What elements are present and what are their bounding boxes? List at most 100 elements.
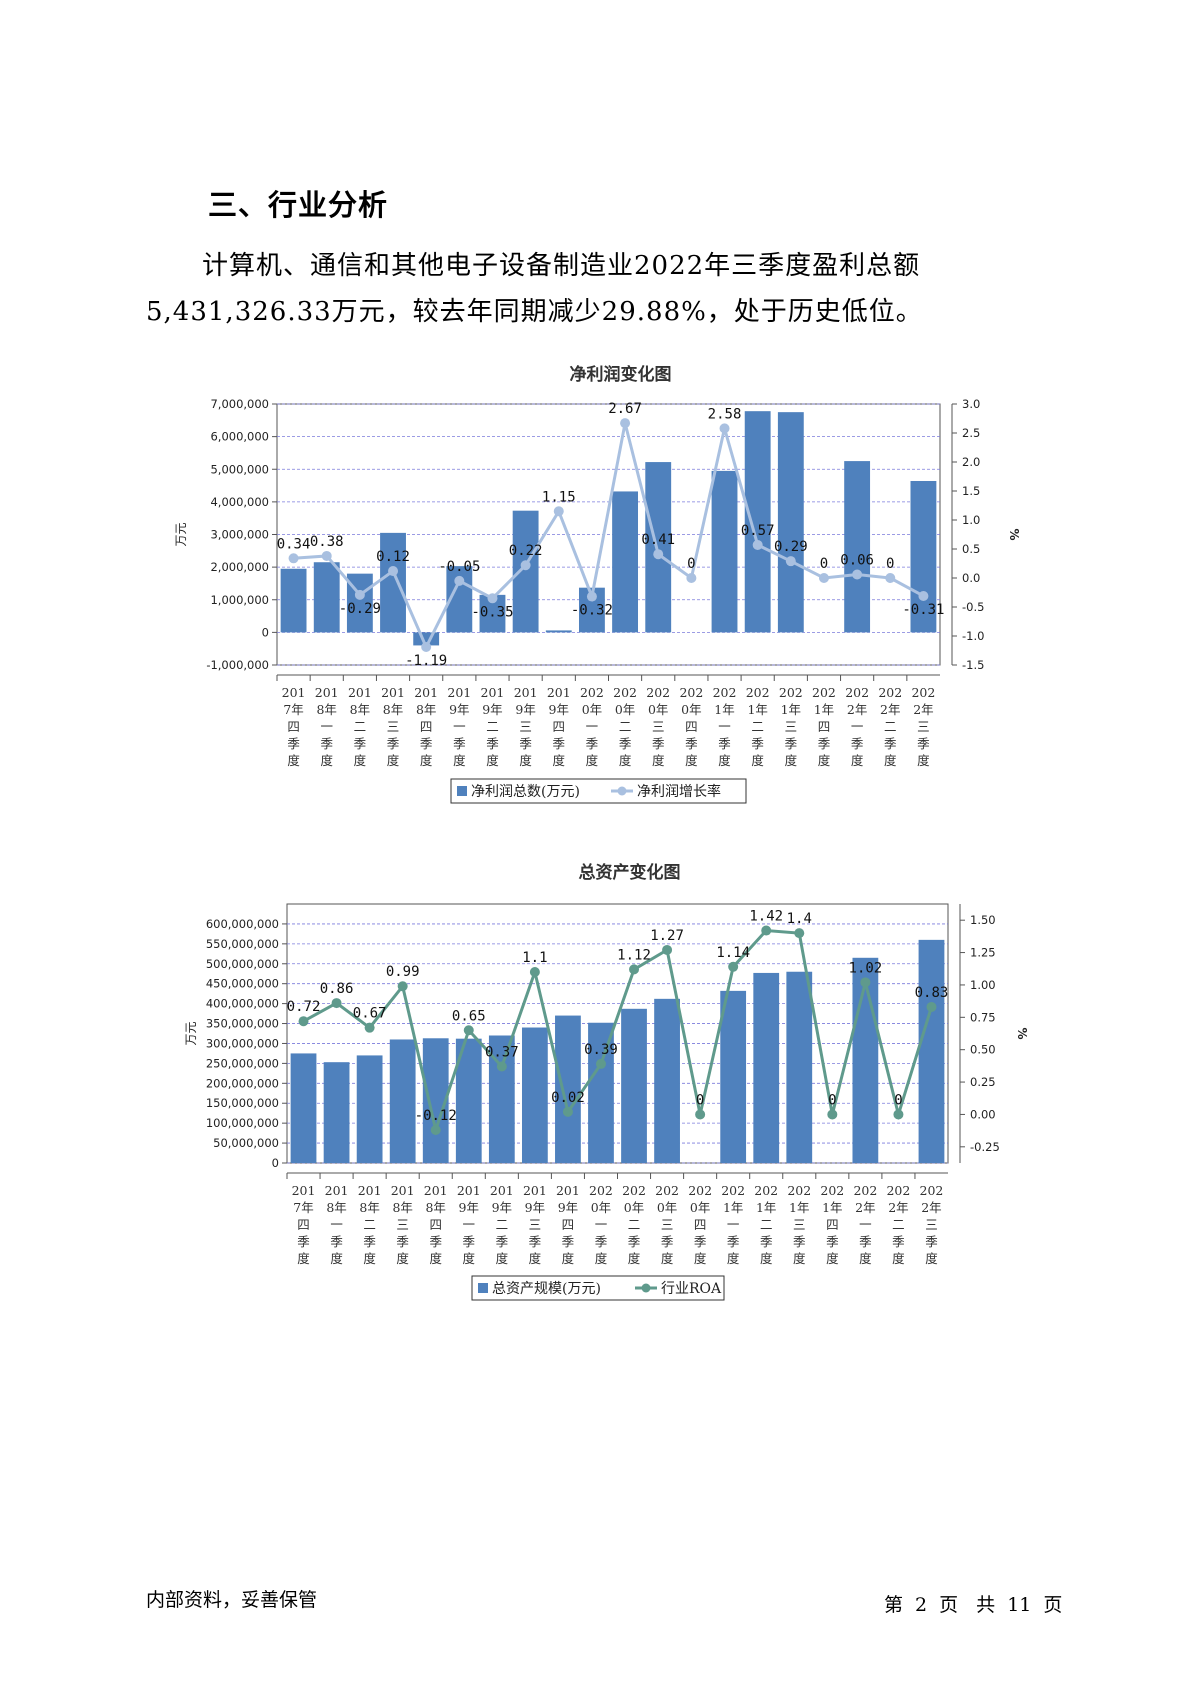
x-tick-label: 季	[793, 1234, 806, 1249]
legend-bar-label: 净利润总数(万元)	[471, 784, 580, 800]
x-tick-label: 季	[297, 1234, 310, 1249]
y-tick-label: 100,000,000	[206, 1116, 279, 1130]
y2-tick-label: -1.0	[962, 629, 984, 643]
x-tick-label: 度	[628, 1251, 641, 1266]
x-tick-label: 季	[453, 736, 466, 751]
legend-line-label: 行业ROA	[661, 1281, 722, 1297]
x-tick-label: 9年	[515, 702, 535, 717]
x-tick-label: 201	[490, 1183, 514, 1198]
y2-axis-label: %	[1015, 1027, 1029, 1039]
line-point-20	[918, 590, 929, 601]
y-tick-label: 400,000,000	[206, 997, 279, 1011]
x-tick-label: 三	[387, 719, 400, 734]
x-tick-label: 201	[457, 1183, 481, 1198]
x-tick-label: 度	[793, 1251, 806, 1266]
y2-tick-label: 3.0	[962, 397, 980, 411]
data-label-16: 0.29	[774, 539, 808, 555]
x-tick-label: 一	[453, 719, 466, 734]
x-tick-label: 0年	[615, 702, 635, 717]
x-tick-label: 季	[884, 736, 897, 751]
x-tick-label: 201	[447, 685, 471, 700]
y2-tick-label: 0.5	[962, 542, 980, 556]
x-tick-label: 季	[818, 736, 831, 751]
y2-tick-label: 0.00	[970, 1107, 996, 1121]
bar-9	[545, 630, 572, 633]
x-tick-label: 度	[562, 1251, 575, 1266]
x-tick-label: 四	[685, 719, 698, 734]
x-tick-label: 7年	[293, 1200, 313, 1215]
data-label-1: 0.34	[277, 536, 311, 552]
section-heading: 三、行业分析	[208, 188, 389, 222]
x-tick-label: 1年	[714, 702, 734, 717]
total-word: 页	[1043, 1594, 1063, 1616]
x-tick-label: 202	[721, 1183, 745, 1198]
x-tick-label: 度	[396, 1251, 409, 1266]
y-tick-label: -1,000,000	[206, 658, 269, 672]
x-tick-label: 201	[424, 1183, 448, 1198]
line-point-2	[321, 550, 332, 561]
legend-line-label: 净利润增长率	[637, 783, 721, 800]
line-point-17	[818, 573, 829, 583]
x-tick-label: 202	[622, 1183, 646, 1198]
x-tick-label: 季	[718, 736, 731, 751]
data-label-17: 0	[828, 1092, 836, 1108]
line-point-13	[686, 573, 697, 583]
x-tick-label: 季	[785, 736, 798, 751]
legend-box	[450, 778, 747, 804]
x-tick-label: 度	[463, 1251, 476, 1266]
y2-tick-label: 1.50	[970, 913, 996, 927]
x-tick-label: 2年	[913, 702, 933, 717]
line-point-15	[752, 539, 763, 550]
x-tick-label: 四	[287, 719, 300, 734]
bar-2	[313, 562, 340, 633]
x-tick-label: 201	[315, 685, 339, 700]
bar-9	[555, 1015, 581, 1163]
x-tick-label: 201	[391, 1183, 415, 1198]
x-tick-label: 季	[859, 1234, 872, 1249]
x-tick-label: 度	[925, 1251, 938, 1266]
plot-frame	[286, 903, 949, 1164]
x-tick-label: 季	[519, 736, 532, 751]
line-point-15	[761, 925, 772, 936]
line-point-10	[595, 1058, 606, 1069]
x-tick-label: 二	[760, 1217, 773, 1232]
x-tick-label: 季	[628, 1234, 641, 1249]
x-tick-label: 202	[920, 1183, 944, 1198]
net-profit-chart: 净利润变化图 7,000,000 6,000,000 5,000,000 4,000,0…	[174, 364, 1021, 804]
x-tick-label: 度	[519, 753, 532, 768]
paragraph-line-2: 5,431,326.33万元，较去年同期减少29.88%，处于历史低位。	[146, 297, 923, 327]
y2-tick-label: 2.5	[962, 426, 980, 440]
x-tick-label: 度	[354, 753, 367, 768]
footer-confidential-note: 内部资料，妥善保管	[146, 1589, 318, 1611]
x-tick-label: 一	[851, 719, 864, 734]
x-tick-label: 0年	[624, 1200, 644, 1215]
line-point-6	[463, 1025, 474, 1036]
bar-16	[786, 971, 813, 1163]
x-tick-label: 1年	[789, 1200, 809, 1215]
x-tick-label: 201	[358, 1183, 382, 1198]
x-tick-label: 三	[785, 719, 798, 734]
data-label-7: 0.37	[485, 1045, 519, 1061]
x-tick-label: 一	[320, 719, 333, 734]
line-point-16	[785, 556, 796, 567]
line-point-7	[487, 593, 498, 604]
x-tick-label: 8年	[425, 1200, 445, 1215]
bar-8	[512, 510, 539, 633]
bar-12	[645, 462, 672, 633]
y-tick-label: 550,000,000	[206, 937, 279, 951]
x-tick-label: 度	[420, 753, 433, 768]
legend-line-marker	[641, 1283, 651, 1293]
data-label-10: -0.32	[571, 603, 613, 619]
data-label-8: 1.1	[522, 950, 547, 966]
x-tick-label: 季	[387, 736, 400, 751]
x-tick-label: 季	[396, 1234, 409, 1249]
x-tick-label: 一	[718, 719, 731, 734]
data-label-18: 0.06	[840, 553, 874, 569]
y2-tick-label: -1.5	[962, 658, 984, 672]
x-tick-label: 8年	[359, 1200, 379, 1215]
bar-14	[720, 990, 747, 1163]
line-point-8	[520, 560, 531, 571]
x-tick-label: 202	[886, 1183, 910, 1198]
data-label-13: 0	[687, 556, 695, 572]
x-tick-label: 度	[727, 1251, 740, 1266]
